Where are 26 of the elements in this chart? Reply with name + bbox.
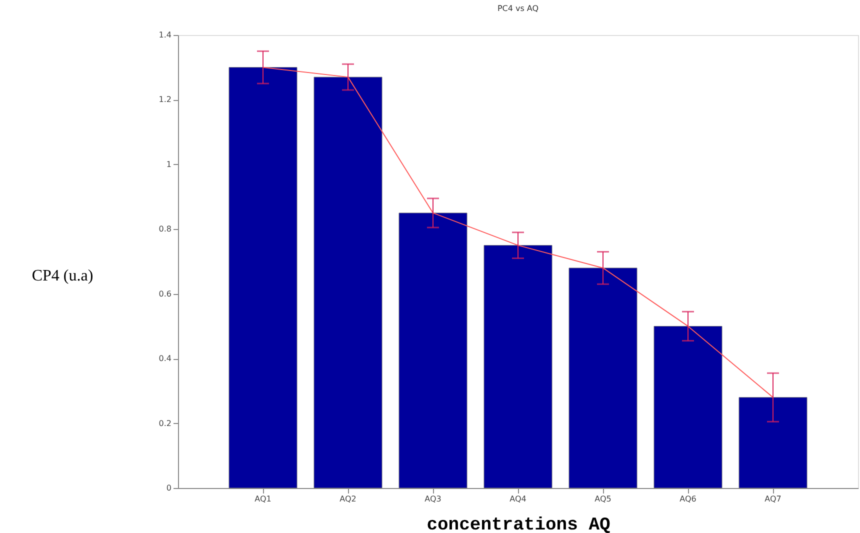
x-tick-label: AQ2 <box>340 494 356 504</box>
y-tick-label: 1.4 <box>158 30 172 40</box>
x-tick-label: AQ4 <box>510 494 526 504</box>
x-tick-label: AQ1 <box>254 494 272 504</box>
x-tick-label: AQ5 <box>594 494 612 504</box>
x-tick-label: AQ6 <box>680 494 696 504</box>
y-tick-label: 1.2 <box>158 95 172 104</box>
bar <box>654 326 722 488</box>
bar <box>228 67 298 488</box>
y-tick-label: 1 <box>166 160 172 169</box>
y-tick-label: 0.8 <box>158 224 172 234</box>
x-tick-label: AQ3 <box>424 494 442 504</box>
y-tick-label: 0.4 <box>158 354 172 364</box>
y-tick-label: 0.6 <box>158 289 172 298</box>
bar <box>484 245 552 488</box>
y-tick-label: 0 <box>166 484 172 492</box>
y-axis-title: CP4 (u.a) <box>32 268 94 284</box>
bar <box>314 76 382 488</box>
bar <box>398 212 468 488</box>
line-series <box>262 66 774 398</box>
bar <box>738 397 808 488</box>
y-tick-label: 0.2 <box>158 418 172 428</box>
bar <box>568 268 638 488</box>
x-axis-title: concentrations AQ <box>426 516 611 533</box>
chart-title: PC4 vs AQ <box>497 4 539 13</box>
x-tick-label: AQ7 <box>764 494 782 504</box>
